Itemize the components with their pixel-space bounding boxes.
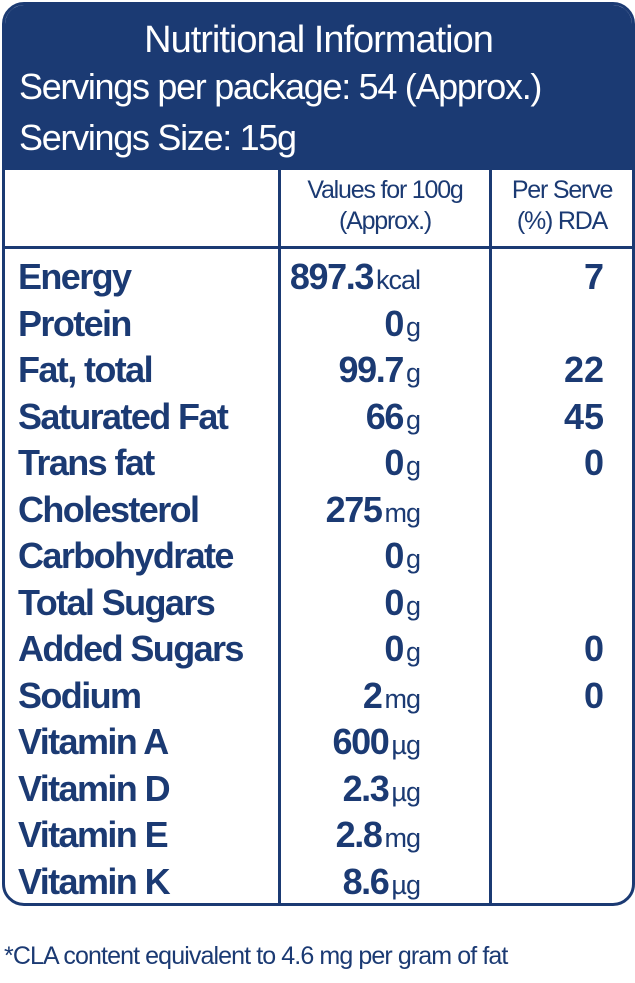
nutrient-unit: g: [405, 404, 421, 435]
nutrient-value-cell: 600 µg: [220, 721, 421, 771]
nutrient-unit: µg: [391, 730, 421, 760]
servings-per-package: Servings per package: 54 (Approx.): [19, 66, 542, 107]
nutrient-name: Energy: [18, 256, 132, 297]
nutrient-name: Vitamin K: [18, 860, 171, 902]
table-row: Energy 897.3 kcal 7: [5, 256, 632, 303]
nutrient-unit: g: [405, 311, 421, 342]
nutrient-name: Vitamin D: [18, 767, 171, 809]
table-row: Vitamin K 8.6 µg: [5, 860, 632, 904]
nutrient-unit: g: [405, 451, 421, 481]
nutrient-unit: mg: [384, 823, 421, 853]
nutrient-unit: µg: [391, 776, 421, 807]
nutrient-value: 99.7: [338, 349, 405, 390]
nutrient-value: 0: [384, 628, 404, 669]
nutrient-unit: g: [405, 637, 421, 667]
nutrient-value-cell: 8.6 µg: [220, 860, 421, 904]
table-row: Fat, total 99.7 g 22: [5, 349, 632, 396]
header-divider: [5, 246, 632, 249]
nutrition-panel: Nutritional Information Servings per pac…: [2, 2, 635, 906]
nutrient-value-cell: 275 mg: [220, 488, 421, 539]
panel-title: Nutritional Information: [144, 19, 494, 61]
nutrient-value: 275: [325, 488, 383, 530]
values-header-line: (Approx.): [338, 207, 432, 235]
nutrient-value: 0: [384, 302, 404, 344]
nutrient-value: 2.3: [342, 767, 390, 809]
nutrient-name: Cholesterol: [18, 488, 200, 530]
nutrient-name: Saturated Fat: [18, 395, 229, 437]
nutrient-name: Vitamin E: [18, 814, 169, 855]
nutrient-name: Carbohydrate: [18, 535, 234, 576]
nutrient-unit: µg: [391, 869, 421, 900]
nutrient-name: Protein: [18, 302, 132, 344]
nutrient-name: Total Sugars: [18, 581, 216, 623]
nutrient-rda: 45: [563, 395, 604, 437]
nutrient-name: Sodium: [18, 674, 142, 716]
rda-header-line: Per Serve: [511, 176, 614, 204]
nutrient-value: 600: [332, 721, 390, 762]
nutrient-name: Fat, total: [18, 349, 154, 390]
nutrient-value-cell: 2.3 µg: [220, 767, 421, 818]
table-row: Cholesterol 275 mg: [5, 489, 632, 536]
rda-header-line: (%) RDA: [516, 207, 608, 235]
nutrient-value: 0: [384, 581, 404, 623]
panel-header: Nutritional Information Servings per pac…: [5, 5, 632, 170]
table-row: Vitamin E 2.8 mg: [5, 814, 632, 861]
values-header-line: Values for 100g: [307, 176, 463, 204]
nutrient-value: 8.6: [342, 860, 390, 902]
column-divider: [489, 170, 492, 903]
nutrient-unit: mg: [384, 683, 421, 714]
footnote: *CLA content equivalent to 4.6 mg per gr…: [4, 942, 508, 970]
table-row: Vitamin A 600 µg: [5, 721, 632, 768]
nutrient-name: Vitamin A: [18, 721, 169, 762]
nutrient-unit: mg: [384, 497, 421, 528]
nutrient-value-cell: 2.8 mg: [220, 814, 421, 864]
nutrient-name: Added Sugars: [18, 628, 244, 669]
values-column-header: Values for 100g (Approx.): [281, 175, 489, 237]
nutrient-rda: 0: [583, 442, 604, 483]
nutrient-value: 897.3: [289, 256, 374, 297]
table-row: Sodium 2 mg 0: [5, 675, 632, 722]
table-row: Vitamin D 2.3 µg: [5, 768, 632, 815]
nutrient-value-cell: 66 g: [220, 395, 421, 446]
nutrient-value-cell: 99.7 g: [220, 349, 422, 399]
nutrient-name: Trans fat: [18, 442, 155, 483]
nutrient-rda: 22: [563, 349, 604, 390]
nutrient-unit: kcal: [375, 265, 421, 295]
nutrient-rda: 0: [583, 628, 604, 669]
nutrient-rda: 0: [583, 674, 604, 716]
nutrient-rda: 7: [583, 256, 604, 297]
nutrient-unit: g: [405, 358, 421, 388]
nutrient-value-cell: 897.3 kcal: [220, 256, 421, 306]
nutrient-value: 66: [365, 395, 405, 437]
nutrient-value: 0: [384, 535, 404, 576]
nutrient-value-cell: 2 mg: [220, 674, 421, 725]
rda-column-header: Per Serve (%) RDA: [492, 175, 632, 237]
table-row: Saturated Fat 66 g 45: [5, 396, 632, 443]
column-divider: [278, 170, 281, 903]
nutrient-value: 2: [362, 674, 383, 716]
serving-size: Servings Size: 15g: [19, 117, 297, 158]
nutrient-unit: g: [405, 590, 421, 621]
nutrient-unit: g: [405, 544, 421, 574]
nutrient-value: 0: [384, 442, 404, 483]
nutrient-value: 2.8: [335, 814, 383, 855]
